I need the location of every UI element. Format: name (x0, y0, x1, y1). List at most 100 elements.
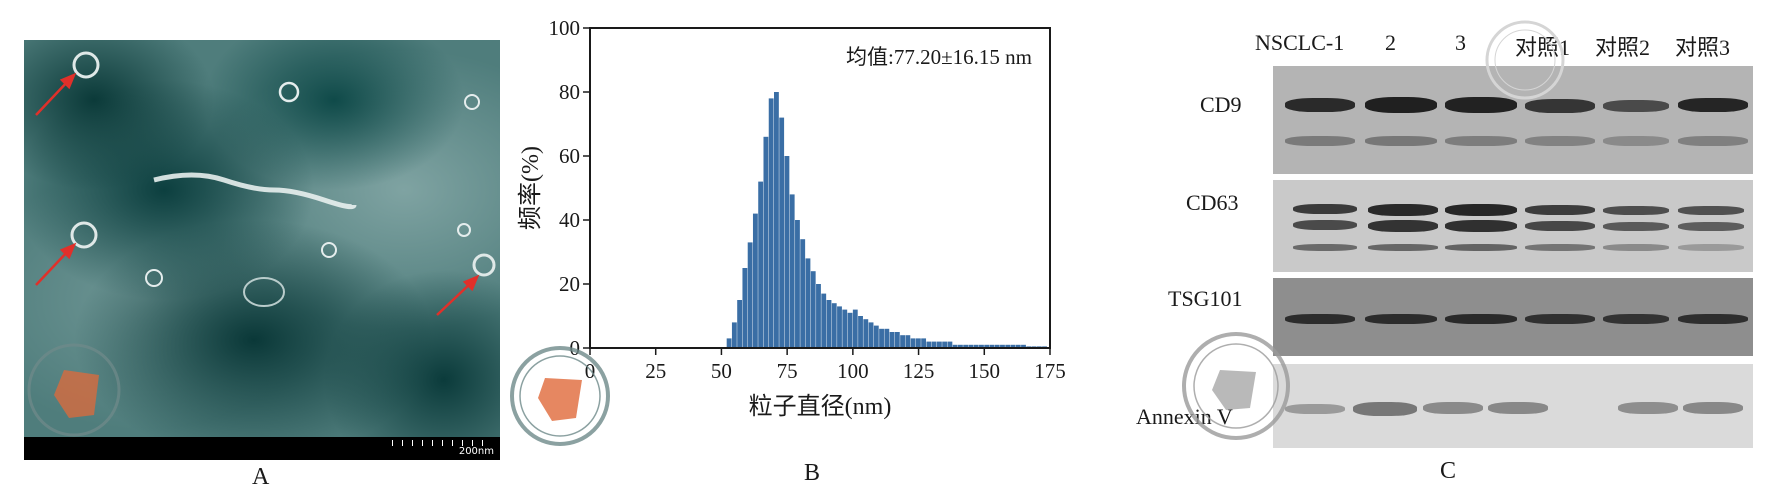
x-tick-label: 100 (837, 359, 869, 383)
histogram-bar (831, 303, 837, 348)
histogram-bar (737, 300, 743, 348)
histogram-bar (958, 344, 963, 348)
histogram-bar (826, 300, 832, 348)
vesicle (72, 51, 100, 79)
vesicle (321, 242, 337, 258)
histogram-bar (1015, 344, 1021, 348)
x-tick-label: 25 (645, 359, 666, 383)
x-tick-label: 175 (1034, 359, 1066, 383)
histogram-bar (752, 213, 758, 348)
y-tick-label: 80 (559, 80, 580, 104)
protein-label-cd63: CD63 (1186, 190, 1239, 215)
histogram-bar (926, 341, 932, 348)
histogram-bar (936, 341, 942, 348)
arrow-icon (35, 72, 77, 116)
histogram-bar (968, 344, 974, 348)
lane-label: 对照3 (1675, 35, 1731, 60)
x-axis-label: 粒子直径(nm) (749, 393, 892, 420)
x-tick-label: 150 (969, 359, 1001, 383)
histogram-bar (800, 239, 806, 348)
y-tick-label: 100 (549, 18, 581, 40)
histogram-bar (726, 338, 732, 348)
histogram-bar (884, 328, 890, 348)
histogram-bar (910, 338, 916, 348)
arrow-icon (35, 242, 77, 286)
histogram-bar (852, 309, 858, 348)
filament-streak (153, 172, 357, 210)
panel-label-c: C (1440, 458, 1457, 484)
x-tick-label: 125 (903, 359, 935, 383)
panel-label-a: A (252, 464, 270, 490)
mean-annotation: 均值:77.20±16.15 nm (846, 45, 1032, 69)
lane-label: 3 (1455, 30, 1466, 55)
vesicle (70, 221, 98, 249)
histogram-bar (873, 325, 879, 348)
y-tick-label: 0 (570, 336, 581, 360)
panel-a-tem: 200nm A (24, 40, 500, 490)
histogram-bar (915, 338, 921, 348)
histogram-bar (942, 341, 948, 348)
histogram-bar (731, 322, 737, 348)
plot-frame (589, 27, 1051, 349)
histogram-bar (1005, 344, 1011, 348)
histogram-bar (900, 335, 906, 348)
histogram-bar (979, 344, 984, 348)
histogram-bar (947, 341, 953, 348)
x-tick-label: 50 (711, 359, 732, 383)
histogram-bar (789, 194, 795, 348)
histogram-bar (868, 322, 874, 348)
histogram-bar (747, 242, 753, 348)
histogram-bar (810, 271, 816, 348)
protein-label-tsg101: TSG101 (1168, 286, 1243, 311)
histogram-bar (989, 344, 995, 348)
society-watermark-icon (510, 346, 610, 446)
histogram-bar (837, 306, 842, 348)
lane-label: NSCLC-1 (1255, 30, 1345, 55)
vesicle (145, 269, 163, 287)
blot-annexin-v (1273, 364, 1753, 448)
y-tick-label: 40 (559, 208, 580, 232)
x-axis: 0 25 50 75 100 125 150 175 (585, 348, 1066, 383)
vesicle (457, 223, 471, 237)
vesicle (243, 277, 285, 307)
histogram-bar (795, 220, 800, 348)
histogram-bar (1000, 344, 1005, 348)
tem-overlay (27, 51, 496, 437)
histogram-bars (726, 92, 1047, 349)
histogram-bar (805, 258, 811, 348)
histogram-chart: 0 20 40 60 80 100 0 25 50 75 100 125 150 175 均值:77.2… (510, 16, 1066, 446)
histogram-bar (984, 344, 990, 348)
histogram-bar (742, 268, 748, 348)
society-watermark-icon (27, 343, 121, 437)
scale-bar-label: 200nm (458, 446, 494, 457)
lane-label: 对照2 (1595, 35, 1651, 60)
panel-c-western-blot: NSCLC-1 2 3 对照1 对照2 对照3 CD9 CD63 TSG101 … (1130, 20, 1770, 484)
histogram-bar (931, 341, 937, 348)
vesicle (464, 94, 480, 110)
histogram-bar (784, 156, 790, 348)
protein-label-annexin-v: Annexin V (1136, 404, 1233, 429)
histogram-bar (952, 344, 958, 348)
histogram-bar (863, 319, 869, 348)
histogram-bar (1010, 344, 1016, 348)
histogram-bar (779, 117, 785, 348)
blot-cd9 (1273, 66, 1753, 174)
histogram-bar (847, 312, 853, 348)
lane-label: 对照1 (1515, 35, 1571, 60)
blot-cd63 (1273, 180, 1753, 272)
lane-label: 2 (1385, 30, 1396, 55)
histogram-bar (763, 136, 769, 348)
histogram-bar (963, 344, 969, 348)
scale-bar: 200nm (24, 437, 500, 460)
vesicle (278, 81, 300, 103)
x-tick-label: 0 (585, 359, 596, 383)
tem-micrograph (24, 40, 500, 437)
vesicle (472, 253, 496, 277)
blot-tsg101 (1273, 278, 1753, 356)
arrow-icon (436, 274, 480, 316)
histogram-bar (758, 181, 764, 348)
histogram-bar (973, 344, 979, 348)
protein-label-cd9: CD9 (1200, 92, 1242, 117)
histogram-bar (816, 284, 821, 348)
histogram-bar (842, 309, 848, 348)
